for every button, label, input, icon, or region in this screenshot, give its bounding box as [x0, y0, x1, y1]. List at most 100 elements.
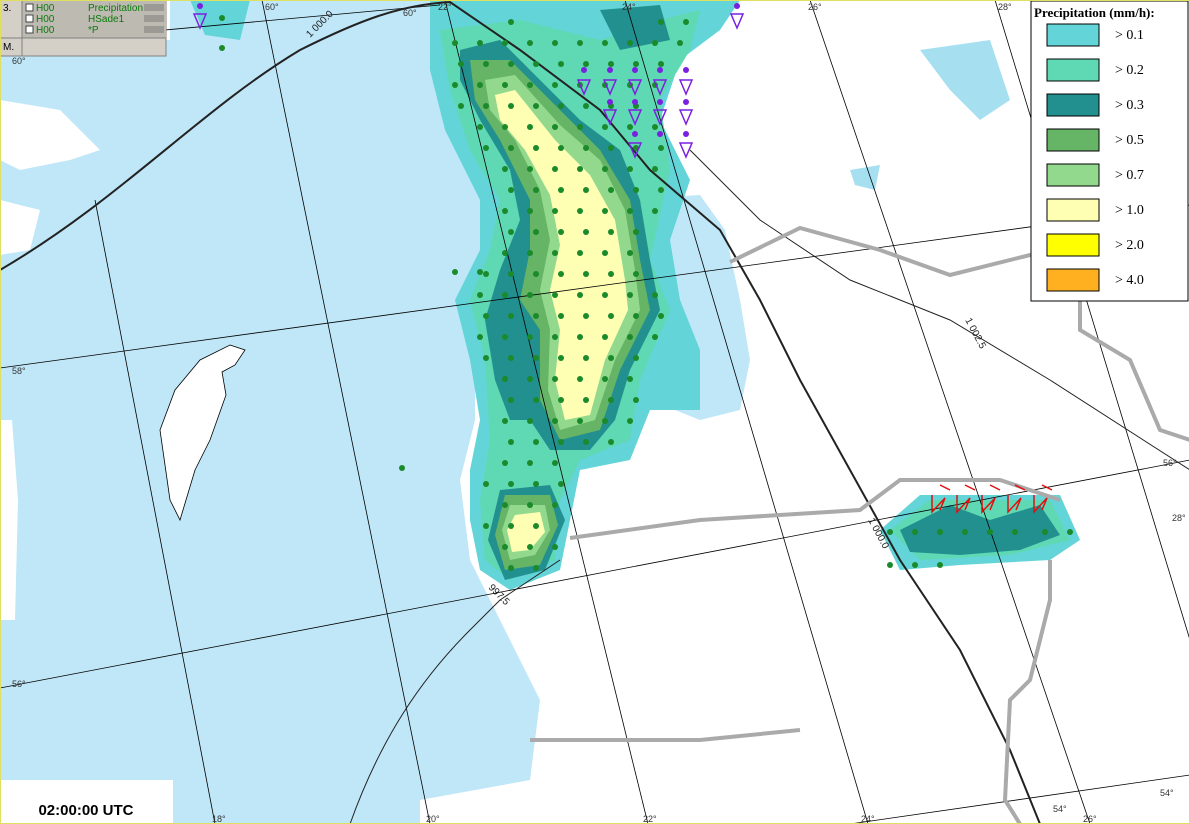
precip-dot	[937, 562, 943, 568]
legend[interactable]: Precipitation (mm/h): > 0.1 > 0.2 > 0.3 > 0…	[1030, 0, 1189, 302]
graticule-label: 22°	[643, 814, 657, 824]
precip-dot	[608, 397, 614, 403]
parallel	[849, 774, 1190, 824]
precip-dot	[1042, 529, 1048, 535]
graticule-label: 18°	[212, 814, 226, 824]
graticule-label: 24°	[861, 814, 875, 824]
precip-dot	[552, 502, 558, 508]
precip-dot	[608, 187, 614, 193]
precip-dot	[533, 397, 539, 403]
row-name: Precipitation	[88, 3, 143, 14]
precip-dot	[633, 229, 639, 235]
parallel	[0, 459, 1190, 689]
precip-dot	[508, 355, 514, 361]
row-run: H00	[36, 14, 55, 25]
panel-index: 3.	[3, 3, 11, 14]
precip-dot	[502, 40, 508, 46]
row-icon	[25, 14, 34, 23]
precip-dot	[502, 334, 508, 340]
graticule-label: 56°	[1163, 458, 1177, 468]
precip-dot	[527, 124, 533, 130]
graticule-label: 58°	[12, 366, 26, 376]
precip-dot	[577, 376, 583, 382]
precip-dot	[527, 334, 533, 340]
precip-dot	[483, 313, 489, 319]
precip-dot	[577, 292, 583, 298]
precip-dot	[608, 271, 614, 277]
precip-dot	[527, 460, 533, 466]
legend-label: > 4.0	[1115, 273, 1144, 288]
panel-row-list: H00 Precipitation H00 HSade1 H00 *P	[25, 3, 164, 36]
precip-dot	[583, 103, 589, 109]
precip-dot	[552, 544, 558, 550]
precip-dot	[677, 40, 683, 46]
precip-dot	[912, 529, 918, 535]
precip-dot	[508, 313, 514, 319]
precip-dot	[527, 208, 533, 214]
precip-dot	[552, 418, 558, 424]
precip-dot	[583, 397, 589, 403]
precip-dot	[602, 40, 608, 46]
sweden-coast	[0, 100, 100, 620]
row-slider	[144, 4, 164, 11]
precip-dot	[583, 61, 589, 67]
precip-dot	[652, 208, 658, 214]
graticule-label: 24°	[622, 2, 636, 12]
precip-dot	[887, 562, 893, 568]
graticule-label: 28°	[998, 2, 1012, 12]
isobar	[0, 0, 1041, 824]
precip-dot	[608, 439, 614, 445]
row-icon	[25, 3, 34, 12]
precip-dot	[502, 250, 508, 256]
precip-dot	[552, 208, 558, 214]
precip-dot	[602, 250, 608, 256]
precip-dot	[458, 103, 464, 109]
precip-dot	[527, 376, 533, 382]
precip-dot	[652, 124, 658, 130]
legend-swatch	[1046, 233, 1100, 257]
precip-dot	[483, 61, 489, 67]
precip-dot	[602, 124, 608, 130]
precip-dot	[633, 271, 639, 277]
parallel	[0, 204, 1190, 369]
time-box	[0, 780, 173, 824]
precip-dot	[577, 418, 583, 424]
precip-dot	[533, 523, 539, 529]
precip-dot	[533, 145, 539, 151]
row-slider	[144, 15, 164, 22]
precip-dot	[658, 313, 664, 319]
precip-dot	[581, 67, 587, 73]
precip-dot	[452, 40, 458, 46]
row-name: HSade1	[88, 14, 125, 25]
sea	[0, 0, 540, 824]
precip-dot	[508, 523, 514, 529]
sea-patch	[850, 40, 1010, 190]
precip-dot	[533, 187, 539, 193]
graticule-label: 60°	[12, 56, 26, 66]
thunder-symbol	[931, 484, 1053, 514]
precip-dot	[502, 502, 508, 508]
precip-dot	[552, 334, 558, 340]
precip-1.0	[495, 90, 628, 552]
meridian	[624, 0, 869, 824]
precip-dot	[558, 313, 564, 319]
precip-dot	[502, 376, 508, 382]
precip-dot	[527, 418, 533, 424]
precip-dot	[657, 131, 663, 137]
meridian	[94, 199, 216, 824]
precip-dot	[527, 82, 533, 88]
precip-dot	[452, 82, 458, 88]
precip-dot	[632, 67, 638, 73]
precip-dot	[632, 99, 638, 105]
precip-dot	[483, 523, 489, 529]
graticule-label: 54°	[1053, 804, 1067, 814]
legend-swatch	[1046, 163, 1100, 187]
graticule-label: 26°	[1083, 814, 1097, 824]
legend-label: > 0.1	[1115, 28, 1144, 43]
precip-dot	[527, 502, 533, 508]
precip-dot	[508, 19, 514, 25]
precip-dot	[657, 67, 663, 73]
precip-dot	[602, 418, 608, 424]
precip-dot	[583, 187, 589, 193]
legend-swatch	[1046, 23, 1100, 47]
